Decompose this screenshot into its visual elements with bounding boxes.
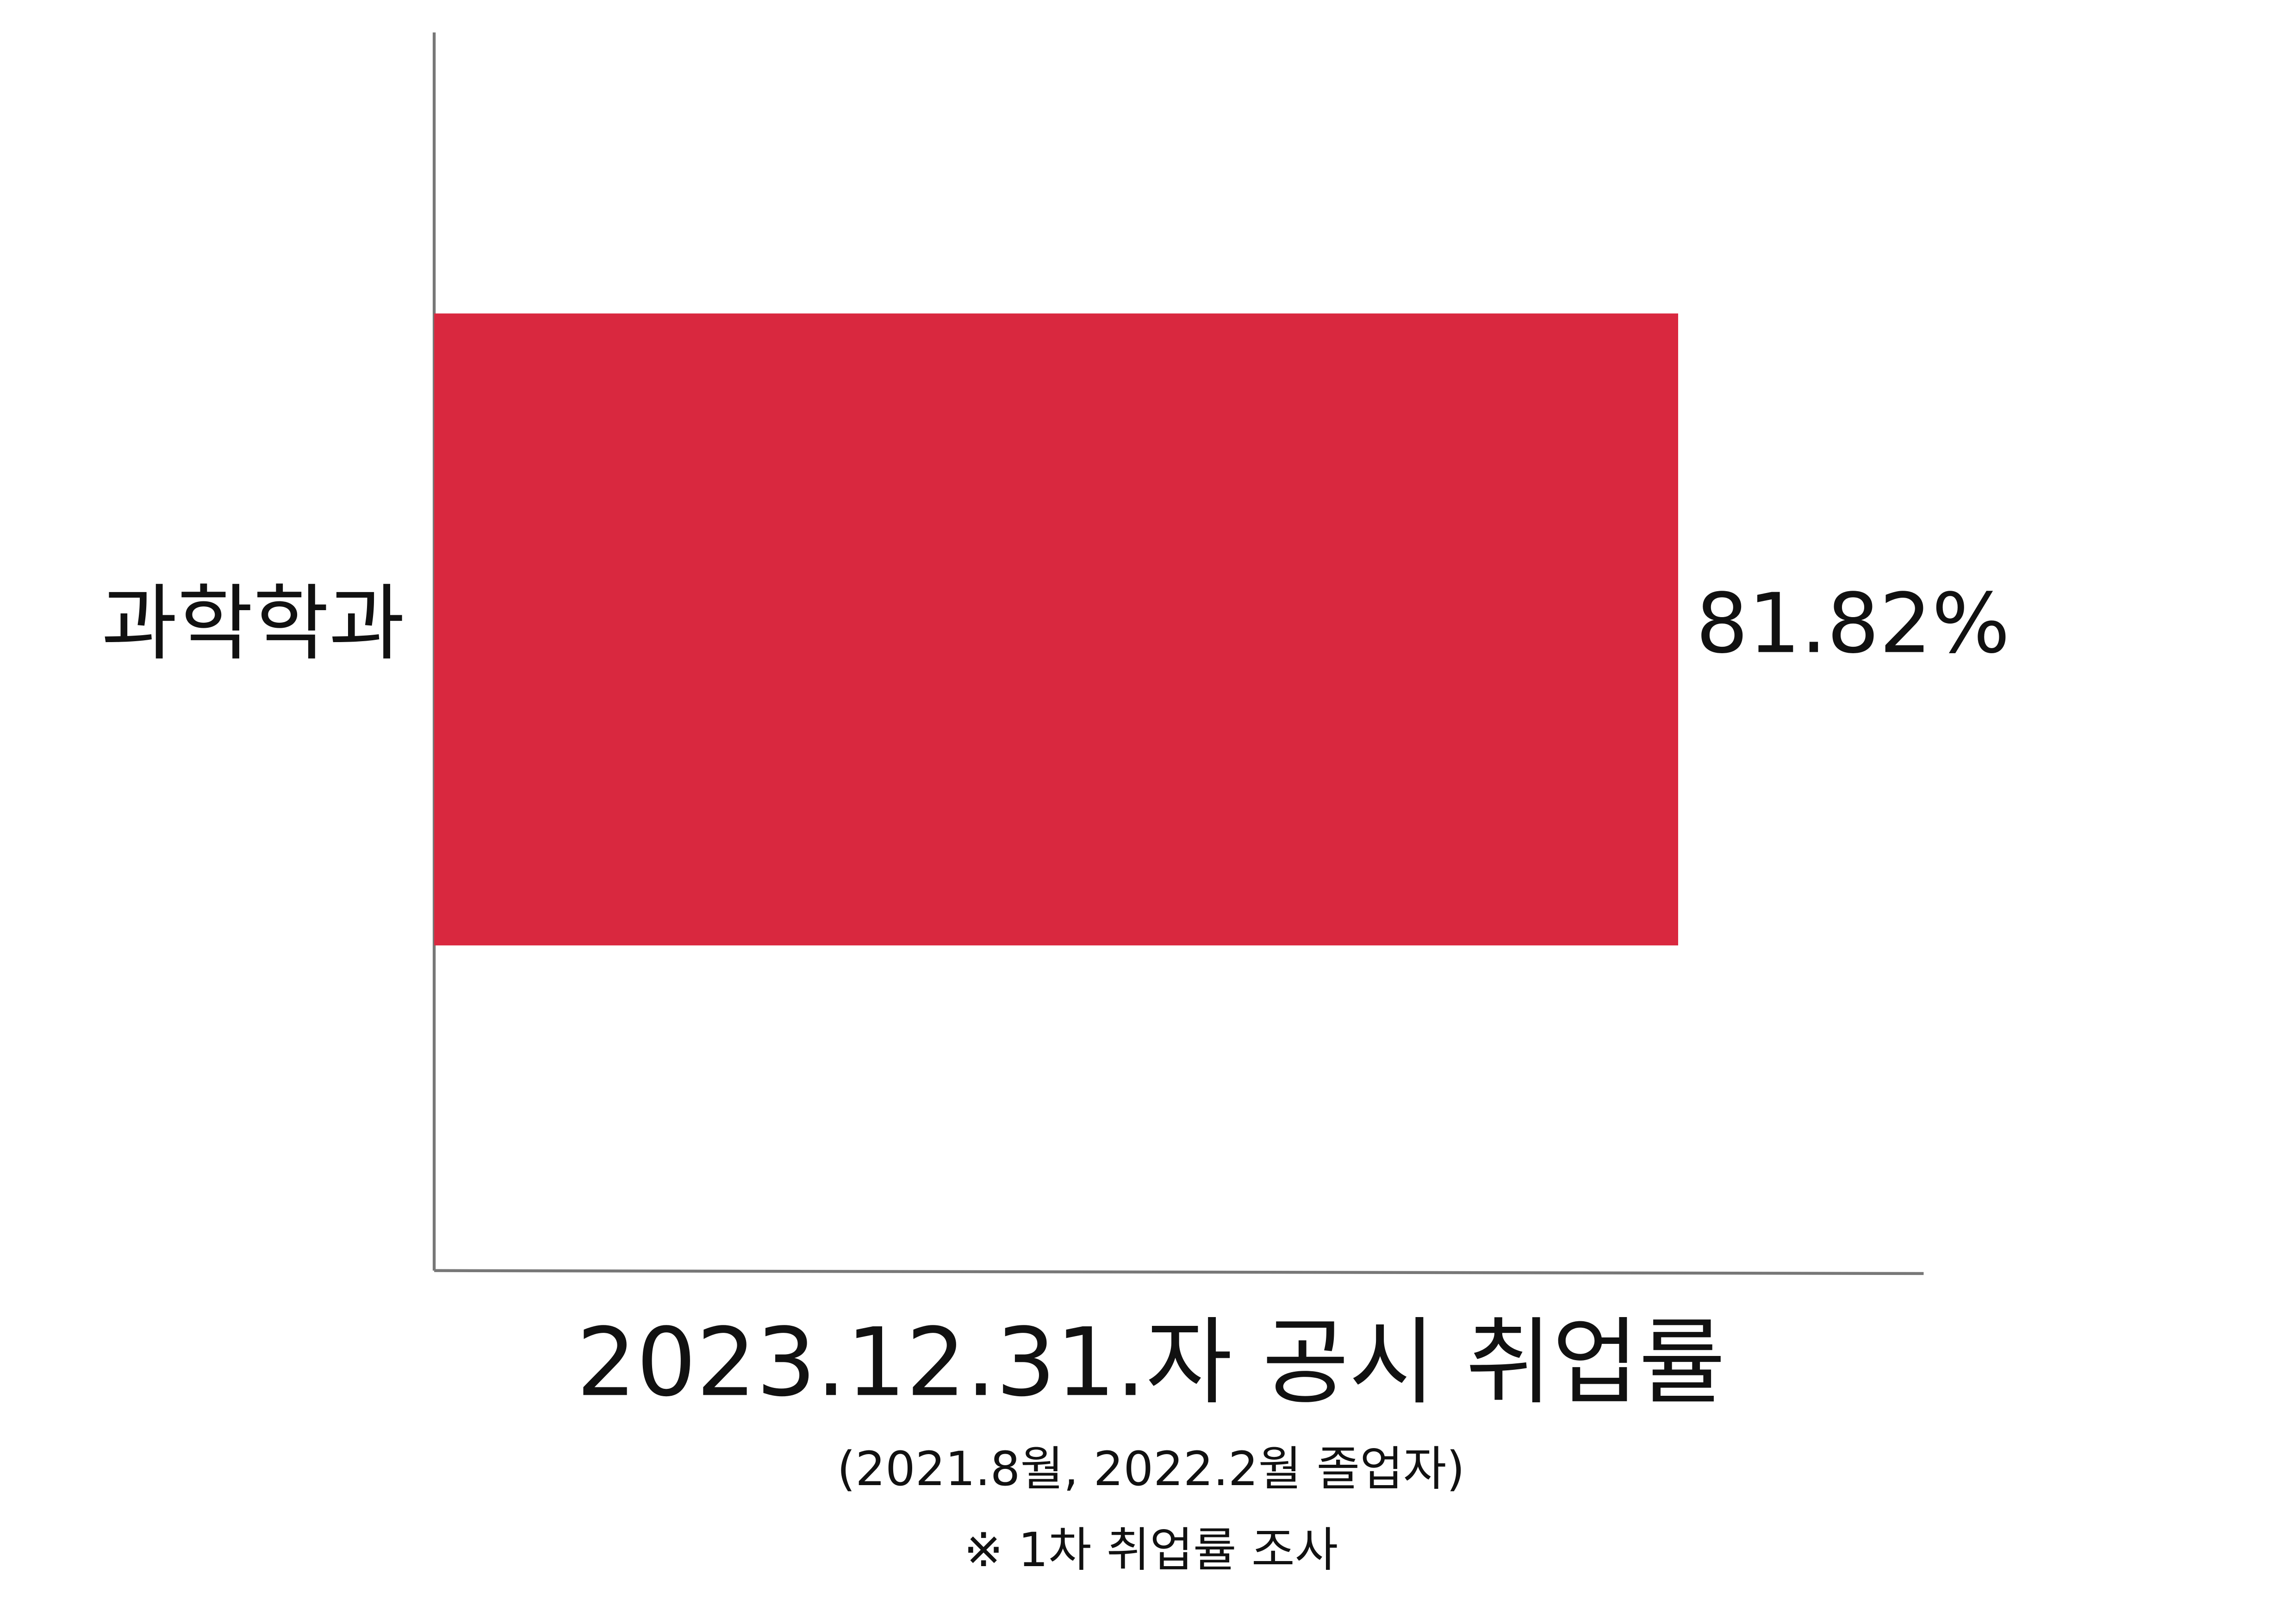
y-tick-label: 과학학과 (101, 575, 404, 671)
bar (434, 313, 1678, 946)
chart-subtitle: (2021.8월, 2022.2월 졸업자) (837, 1442, 1465, 1496)
annotation: ※ 1차 취업률 조사 (964, 1523, 1338, 1577)
x-axis (434, 1269, 1924, 1275)
value-label: 81.82% (1696, 575, 2010, 671)
chart-title: 2023.12.31.자 공시 취업률 (576, 1307, 1725, 1417)
